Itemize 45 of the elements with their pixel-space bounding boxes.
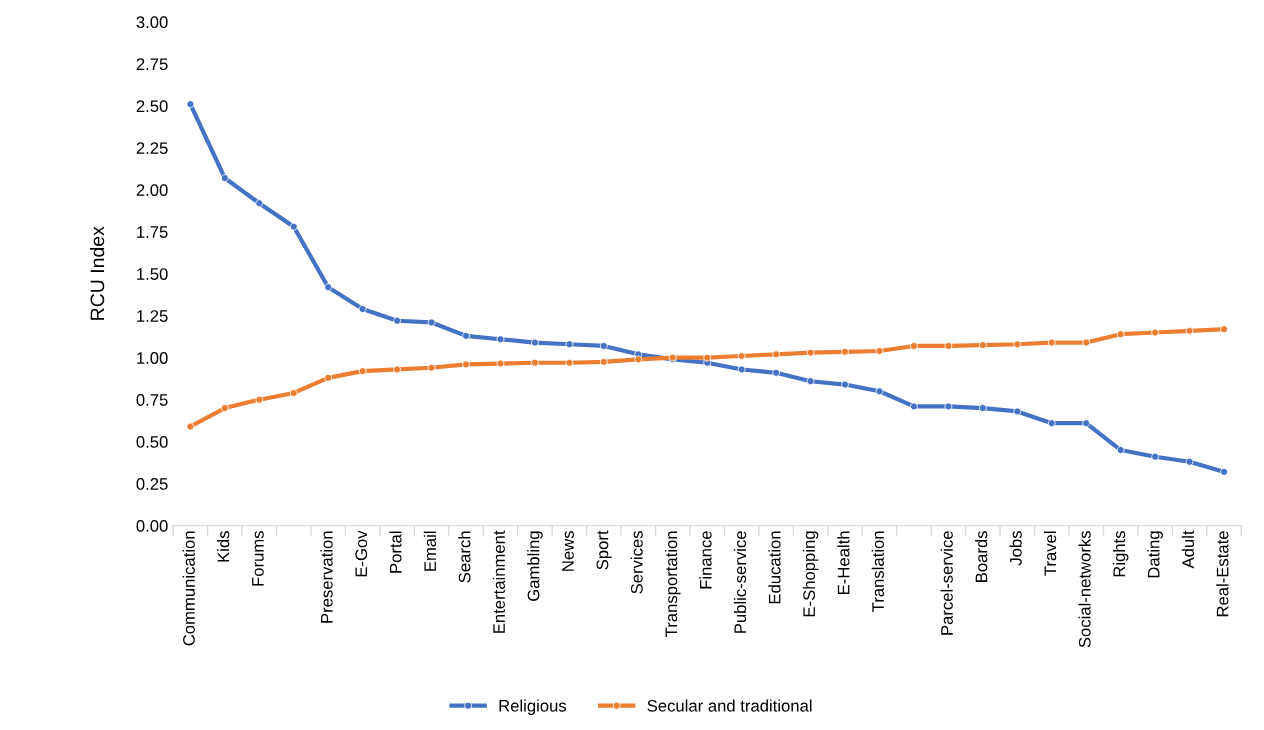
x-tick-label: E-Shopping	[802, 531, 819, 617]
x-tick-label: Preservation	[320, 531, 333, 623]
y-tick-label: 3.00	[136, 16, 168, 29]
y-tick-label: 2.25	[136, 142, 168, 155]
x-tick-label: Translation	[871, 531, 884, 612]
x-tick-label: Portal	[389, 531, 402, 573]
x-tick-label: Email	[423, 531, 437, 571]
y-tick-label: 0.75	[136, 394, 168, 406]
x-tick-label: Public-service	[733, 531, 747, 633]
x-tick-label: Communication	[182, 531, 195, 646]
x-tick-label: Travel	[1043, 531, 1057, 576]
x-tick-label: Social-networks	[1078, 531, 1091, 648]
x-tick-label: Real-Estate	[1216, 531, 1229, 617]
x-tick-label: E-Health	[837, 531, 850, 594]
y-tick-label: 2.75	[136, 58, 168, 71]
y-tick-label: 2.50	[136, 100, 168, 113]
y-tick-label: 1.75	[137, 226, 168, 238]
x-tick-label: Adult	[1181, 530, 1195, 569]
x-tick-label: Rights	[1112, 531, 1129, 577]
y-tick-label: 0.50	[136, 436, 168, 448]
x-tick-label: Dating	[1147, 531, 1163, 578]
x-tick-label: Transportation	[664, 531, 681, 637]
x-tick-label: Kids	[217, 531, 230, 562]
y-tick-label: 2.00	[136, 184, 168, 196]
y-axis-title: RCU Index	[89, 226, 105, 320]
x-tick-label: Sport	[596, 530, 612, 570]
x-tick-label: Parcel-service	[940, 531, 953, 635]
y-tick-label: 0.25	[136, 478, 168, 490]
y-tick-label: 1.00	[137, 352, 168, 364]
x-tick-label: Services	[630, 531, 643, 594]
legend-label: Religious	[499, 699, 567, 715]
y-tick-label: 1.25	[137, 310, 168, 322]
x-tick-label: Search	[458, 531, 471, 583]
x-tick-label: Finance	[699, 531, 712, 589]
x-tick-label: Entertainment	[492, 530, 505, 633]
x-tick-label: Gambling	[527, 531, 543, 601]
y-tick-label: 1.50	[137, 268, 168, 280]
legend-label: Secular and traditional	[647, 699, 812, 712]
x-tick-label: Forums	[252, 531, 264, 586]
x-tick-label: E-Gov	[355, 530, 368, 577]
x-tick-label: Jobs	[1009, 531, 1022, 566]
x-tick-label: News	[562, 531, 574, 571]
x-tick-label: Boards	[975, 531, 988, 582]
y-tick-label: 0.00	[136, 520, 168, 532]
x-tick-label: Education	[768, 531, 781, 604]
